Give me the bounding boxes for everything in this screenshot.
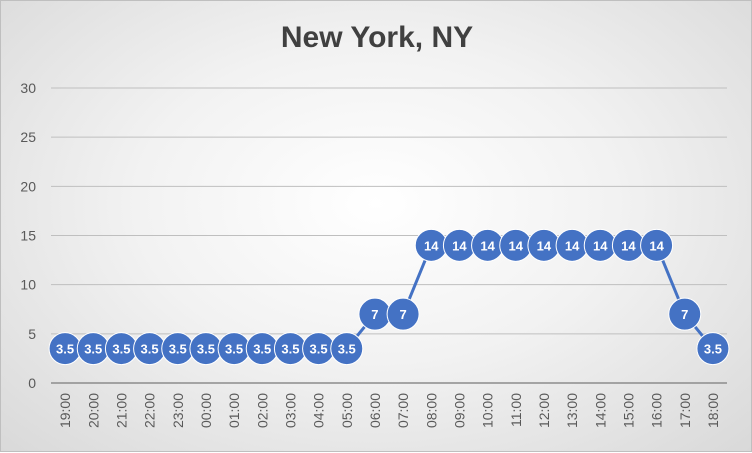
x-tick-label: 08:00 — [423, 393, 439, 428]
x-tick-label: 03:00 — [282, 393, 298, 428]
data-label: 14 — [537, 238, 552, 253]
x-tick-label: 19:00 — [57, 393, 73, 428]
y-tick-label: 20 — [20, 178, 36, 194]
data-label: 7 — [399, 307, 406, 322]
data-label: 3.5 — [281, 342, 299, 357]
data-label: 14 — [621, 238, 636, 253]
x-tick-label: 01:00 — [226, 393, 242, 428]
x-tick-label: 22:00 — [142, 393, 158, 428]
data-label: 3.5 — [141, 342, 159, 357]
data-point — [640, 228, 674, 262]
x-tick-label: 13:00 — [564, 393, 580, 428]
data-label: 7 — [371, 307, 378, 322]
data-label: 7 — [681, 307, 688, 322]
data-label: 14 — [424, 238, 439, 253]
data-label: 14 — [509, 238, 524, 253]
x-tick-label: 15:00 — [620, 393, 636, 428]
y-tick-label: 10 — [20, 277, 36, 293]
data-label: 3.5 — [197, 342, 215, 357]
y-tick-label: 5 — [28, 326, 36, 342]
x-tick-label: 12:00 — [536, 393, 552, 428]
data-label: 3.5 — [338, 342, 356, 357]
x-tick-label: 17:00 — [677, 393, 693, 428]
x-tick-label: 06:00 — [367, 393, 383, 428]
data-label: 14 — [649, 238, 664, 253]
x-tick-label: 23:00 — [170, 393, 186, 428]
data-label: 3.5 — [253, 342, 271, 357]
data-label: 3.5 — [112, 342, 130, 357]
x-tick-label: 16:00 — [649, 393, 665, 428]
data-label: 3.5 — [225, 342, 243, 357]
data-label: 3.5 — [169, 342, 187, 357]
y-tick-label: 30 — [20, 80, 36, 96]
chart-title: New York, NY — [280, 21, 474, 54]
y-tick-label: 15 — [20, 228, 36, 244]
data-label: 14 — [565, 238, 580, 253]
data-label: 3.5 — [704, 342, 722, 357]
y-axis-ticks: 0 5 10 15 20 25 30 — [20, 80, 36, 391]
x-tick-label: 07:00 — [395, 393, 411, 428]
data-label: 14 — [593, 238, 608, 253]
data-label: 14 — [480, 238, 495, 253]
x-tick-label: 18:00 — [705, 393, 721, 428]
gridlines — [51, 87, 727, 384]
series-line-layer — [65, 243, 715, 351]
data-points: 3.5 3.5 3.5 3.5 3.5 3.5 3.5 3.5 3.5 3.5 3.5 7 7 14 14 1… — [48, 228, 730, 366]
x-axis-ticks: 19:00 20:00 21:00 22:00 23:00 00:00 01:00 02:00… — [57, 393, 721, 428]
data-label: 3.5 — [84, 342, 102, 357]
y-tick-label: 0 — [28, 375, 36, 391]
x-tick-label: 21:00 — [113, 393, 129, 428]
x-tick-label: 00:00 — [198, 393, 214, 428]
data-point — [330, 332, 364, 366]
x-tick-label: 04:00 — [311, 393, 327, 428]
data-label: 3.5 — [310, 342, 328, 357]
x-tick-label: 05:00 — [339, 393, 355, 428]
x-tick-label: 09:00 — [451, 393, 467, 428]
data-point — [668, 297, 702, 331]
x-tick-label: 11:00 — [508, 393, 524, 427]
x-tick-label: 10:00 — [480, 393, 496, 428]
x-tick-label: 14:00 — [592, 393, 608, 428]
data-label: 14 — [452, 238, 467, 253]
x-tick-label: 02:00 — [254, 393, 270, 428]
data-label: 3.5 — [56, 342, 74, 357]
series-line — [65, 243, 715, 351]
data-point — [386, 297, 420, 331]
data-point — [696, 332, 730, 366]
y-tick-label: 25 — [20, 129, 36, 145]
x-tick-label: 20:00 — [85, 393, 101, 428]
